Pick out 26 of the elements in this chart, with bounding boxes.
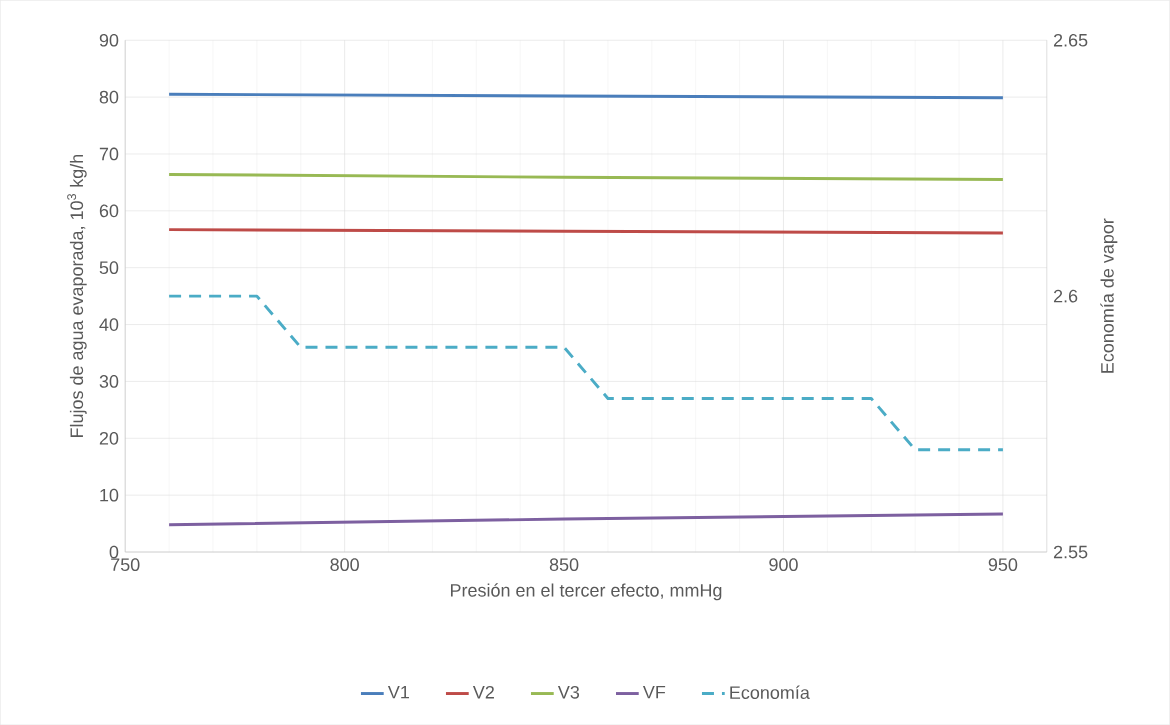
x-axis-title: Presión en el tercer efecto, mmHg (450, 583, 722, 601)
legend-label: V1 (387, 685, 409, 699)
y-tick-label: 70 (99, 147, 119, 161)
y-tick-label: 50 (99, 261, 119, 274)
y-tick-label: 0 (109, 545, 119, 559)
y-tick-label: 30 (99, 374, 119, 388)
y-tick-label: 40 (99, 318, 119, 331)
x-tick-label: 950 (988, 558, 1018, 571)
y-tick-label: 60 (99, 204, 119, 218)
legend-label: Economía (730, 685, 810, 699)
x-tick-label: 900 (769, 558, 798, 571)
legend-label: V2 (472, 685, 494, 699)
y-axis-title: Flujos de agua evaporada, 10$^{3}$ kg/h (67, 154, 87, 437)
y-tick-label: 20 (99, 431, 119, 445)
y-tick-label: 10 (100, 488, 119, 502)
legend-label: V3 (557, 685, 580, 699)
x-tick-label: 800 (330, 558, 359, 571)
y2-tick-label: 2.55 (1053, 545, 1088, 559)
y2-tick-label: 2.65 (1053, 33, 1088, 47)
y2-tick-label: 2.6 (1053, 289, 1078, 303)
x-tick-label: 750 (111, 558, 140, 571)
y2-axis-title: Economía de vapor (1100, 218, 1118, 373)
legend-label: VF (642, 685, 666, 699)
y-tick-label: 80 (99, 90, 119, 104)
x-tick-label: 850 (549, 558, 579, 571)
y-tick-label: 90 (99, 33, 119, 47)
